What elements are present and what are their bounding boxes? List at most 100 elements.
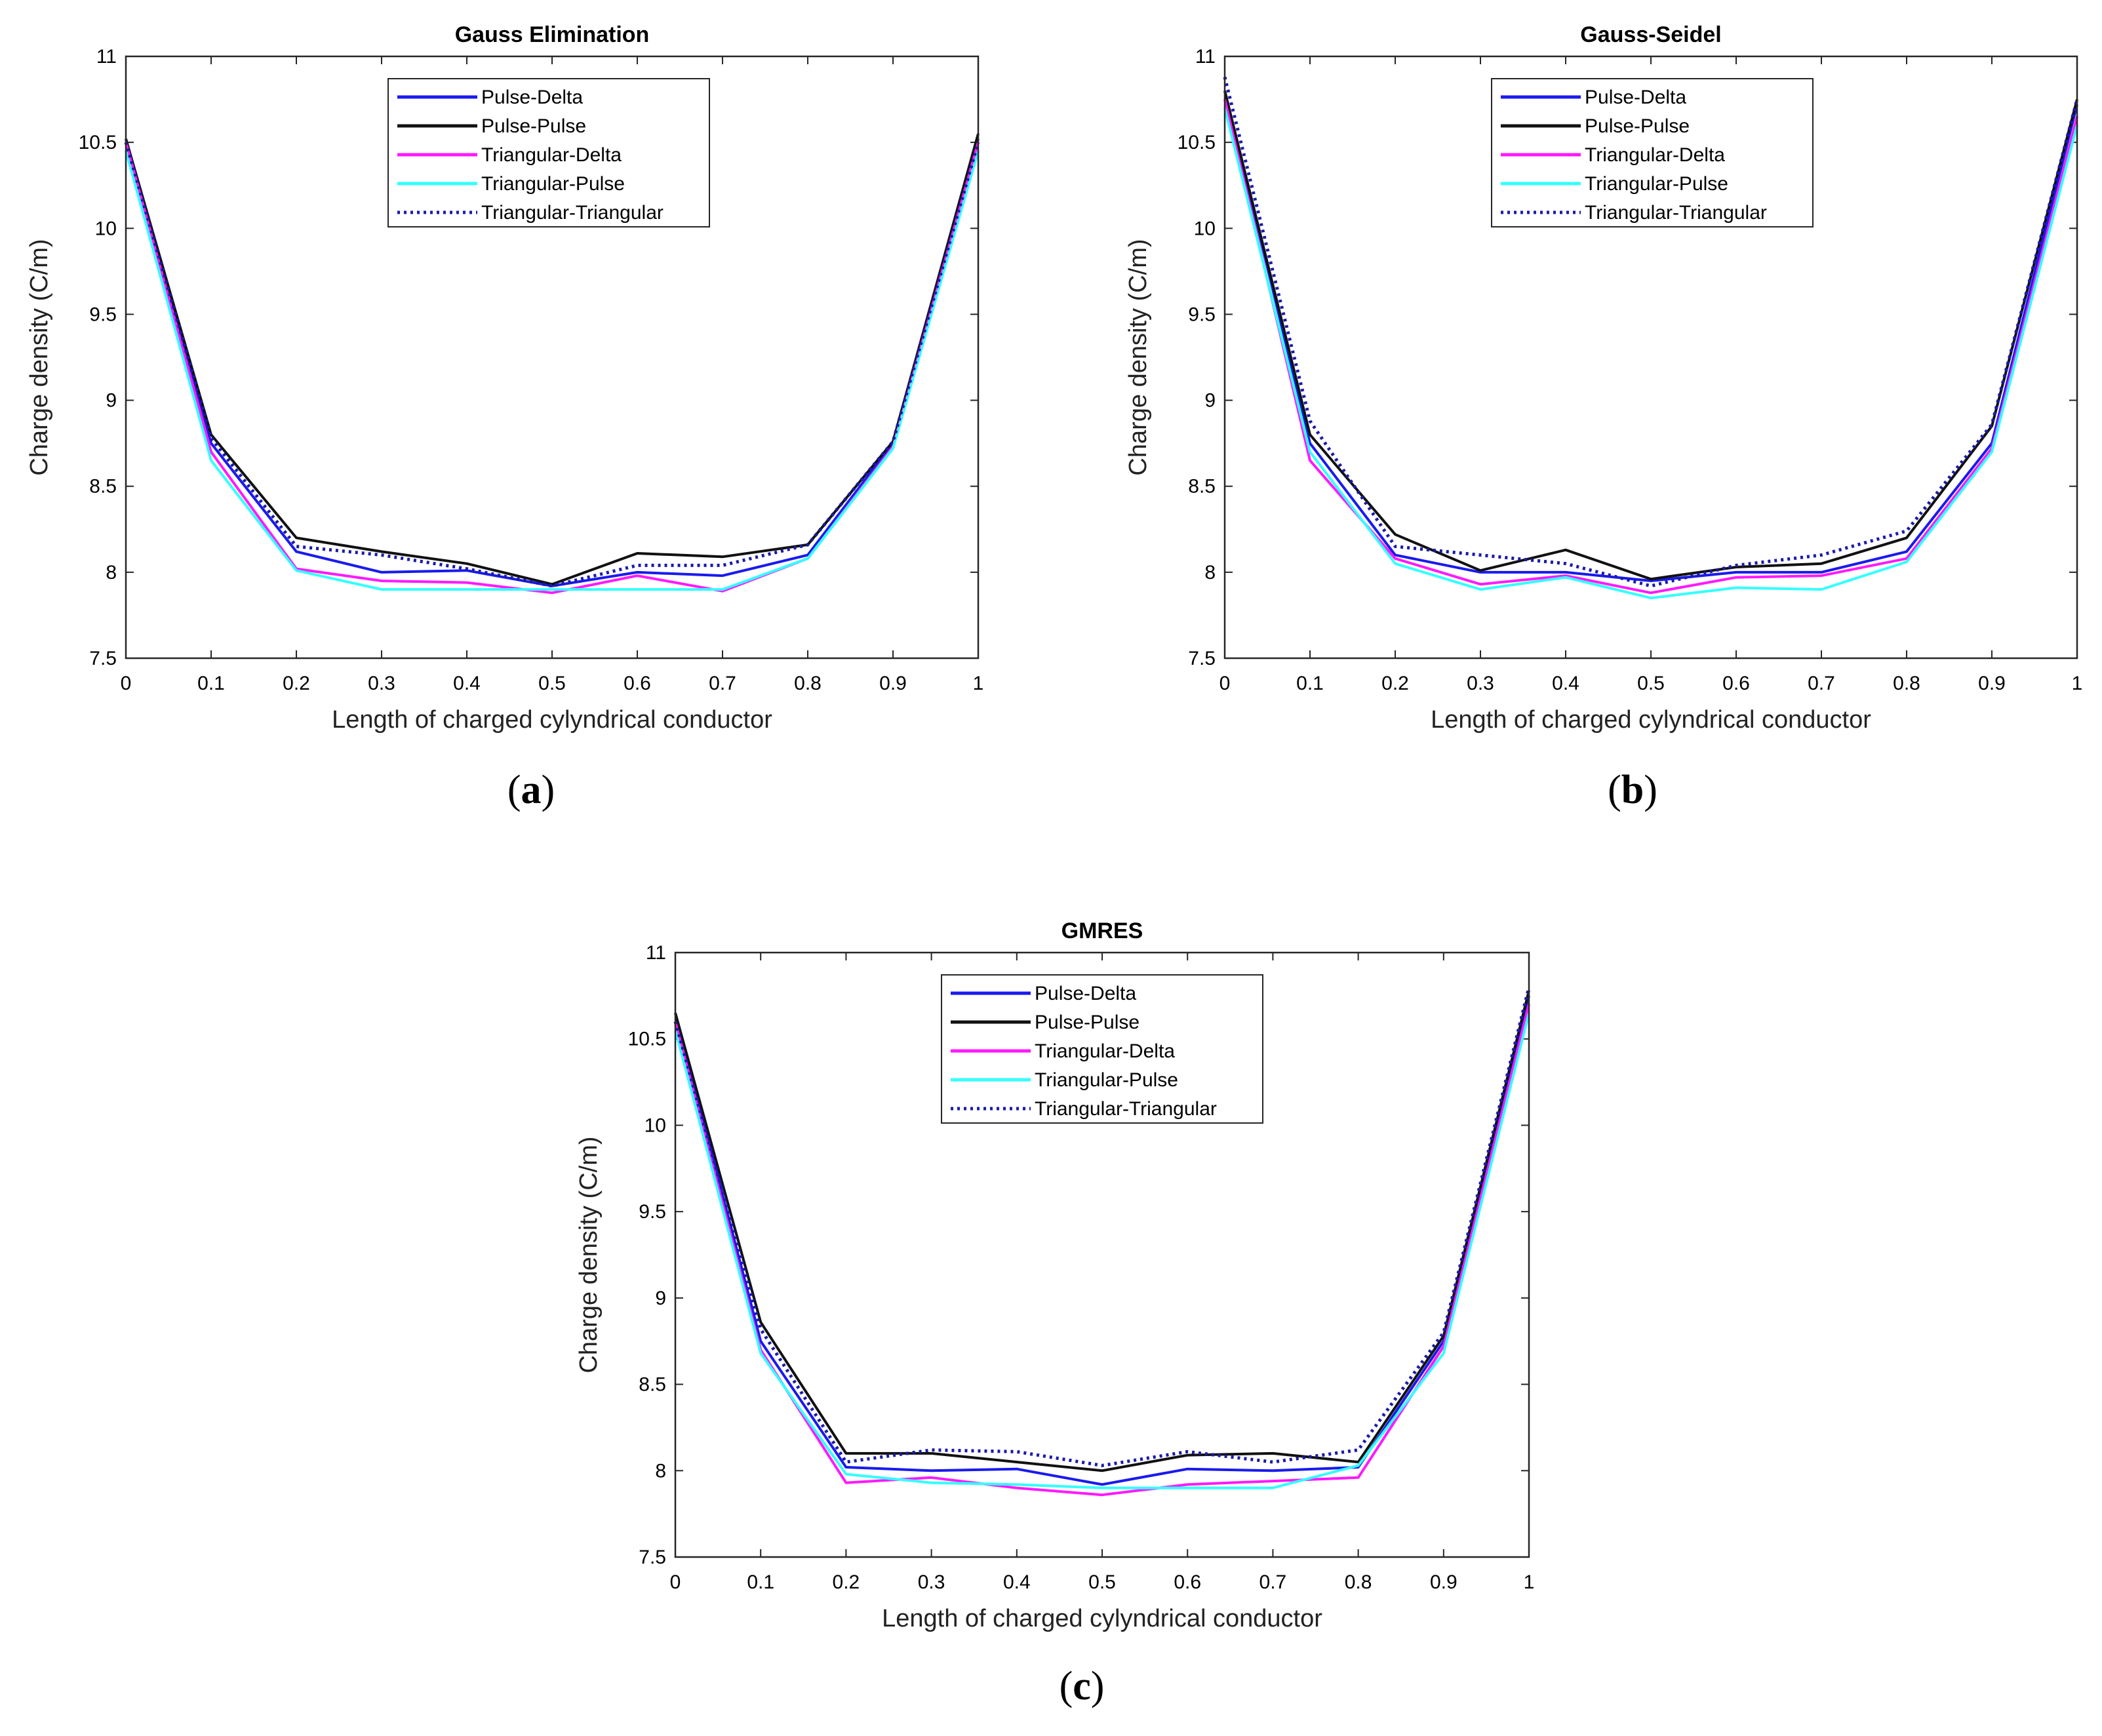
y-tick-label: 11 <box>96 46 117 68</box>
panel-caption: (a) <box>507 768 555 812</box>
series-line-triangular-pulse <box>674 1012 1530 1489</box>
legend-entry: Pulse-Pulse <box>1585 115 1690 137</box>
y-tick-label: 7.5 <box>639 1547 666 1568</box>
x-axis-label: Length of charged cylyndrical conductor <box>332 706 772 734</box>
y-tick-label: 10.5 <box>1178 132 1216 153</box>
legend-entry: Triangular-Pulse <box>1035 1069 1178 1091</box>
y-tick-label: 11 <box>1195 46 1216 68</box>
y-axis-label: Charge density (C/m) <box>26 239 53 475</box>
chart-title: GMRES <box>1061 918 1143 943</box>
panel-caption: (b) <box>1608 768 1657 812</box>
legend: Pulse-Delta Pulse-Pulse Triangular-Delta Tr… <box>387 78 710 227</box>
legend-entry: Triangular-Delta <box>1585 144 1725 166</box>
legend-entry: Triangular-Delta <box>481 144 622 166</box>
x-tick-label: 0.7 <box>1808 673 1835 694</box>
legend-entry: Pulse-Pulse <box>481 115 586 137</box>
legend-entry: Pulse-Delta <box>481 87 583 108</box>
series-line-triangular-triangular <box>673 987 1531 1467</box>
x-tick-label: 0.3 <box>368 673 395 694</box>
series-line-pulse-pulse <box>674 990 1530 1472</box>
y-axis-label: Charge density (C/m) <box>575 1136 603 1373</box>
y-tick-label: 8 <box>655 1460 666 1482</box>
series-line-triangular-pulse <box>1223 108 2078 600</box>
y-tick-label: 11 <box>646 942 666 964</box>
y-axis-label: Charge density (C/m) <box>1124 239 1152 475</box>
y-tick-label: 10 <box>644 1115 666 1136</box>
x-tick-label: 0.3 <box>1467 673 1494 694</box>
y-tick-label: 9.5 <box>89 304 117 325</box>
y-tick-label: 10.5 <box>79 132 117 153</box>
y-tick-label: 8.5 <box>639 1374 666 1396</box>
y-tick-label: 9.5 <box>1188 304 1216 325</box>
x-tick-label: 0.9 <box>1430 1571 1458 1593</box>
y-tick-label: 8.5 <box>89 476 117 498</box>
chart-panel-a: Gauss Elimination 0 0.1 0.2 0.3 0.4 0.5 0.6 0.7 0… <box>26 22 983 734</box>
legend-box <box>1491 78 1814 227</box>
legend: Pulse-Delta Pulse-Pulse Triangular-Delta Tr… <box>941 974 1263 1124</box>
y-tick-label: 8 <box>1204 562 1216 583</box>
legend-entry: Triangular-Pulse <box>1585 173 1728 195</box>
x-tick-label: 1 <box>1524 1571 1535 1593</box>
x-tick-label: 0.8 <box>794 673 822 694</box>
x-tick-label: 0.6 <box>1722 673 1750 694</box>
x-axis-label: Length of charged cylyndrical conductor <box>882 1605 1322 1632</box>
legend-entry: Triangular-Pulse <box>481 173 625 195</box>
legend-box <box>387 78 710 227</box>
series-line-triangular-delta <box>674 1004 1530 1497</box>
legend: Pulse-Delta Pulse-Pulse Triangular-Delta Tr… <box>1491 78 1814 227</box>
x-tick-label: 0 <box>1220 673 1231 694</box>
legend-entry: Triangular-Delta <box>1035 1040 1175 1062</box>
y-tick-label: 8.5 <box>1188 476 1216 498</box>
series-line-pulse-delta <box>674 995 1530 1486</box>
x-tick-label: 0.5 <box>1088 1571 1116 1593</box>
x-tick-label: 0.5 <box>1637 673 1665 694</box>
y-tick-label: 10.5 <box>628 1029 666 1050</box>
series-line-triangular-pulse <box>125 150 980 591</box>
legend-box <box>941 974 1263 1124</box>
y-tick-label: 9.5 <box>639 1201 666 1223</box>
x-tick-label: 0.2 <box>283 673 310 694</box>
axes-frame <box>1223 55 2078 660</box>
x-tick-label: 1 <box>973 673 984 694</box>
x-tick-label: 0.3 <box>918 1571 945 1593</box>
series-line-pulse-delta <box>1223 90 2078 582</box>
panel-caption: (c) <box>1060 1664 1105 1708</box>
x-tick-label: 0.4 <box>453 673 481 694</box>
axes-frame <box>674 951 1530 1558</box>
x-tick-label: 0.8 <box>1345 1571 1372 1593</box>
x-tick-label: 0.7 <box>1259 1571 1287 1593</box>
x-tick-label: 1 <box>2072 673 2083 694</box>
x-tick-label: 0.1 <box>197 673 225 694</box>
x-tick-label: 0.2 <box>1381 673 1409 694</box>
series-line-triangular-triangular <box>124 142 980 588</box>
y-tick-label: 10 <box>1194 218 1216 239</box>
x-tick-label: 0.9 <box>1978 673 2006 694</box>
y-tick-label: 9 <box>1204 390 1216 412</box>
x-tick-label: 0.4 <box>1552 673 1579 694</box>
legend-entry: Pulse-Pulse <box>1035 1012 1140 1033</box>
x-tick-label: 0.1 <box>1296 673 1324 694</box>
x-tick-label: 0 <box>121 673 132 694</box>
y-tick-label: 10 <box>95 218 117 239</box>
y-tick-label: 9 <box>655 1288 666 1309</box>
y-tick-label: 7.5 <box>89 648 117 669</box>
chart-panel-c: GMRES 0 0.1 0.2 0.3 0.4 0.5 0.6 0.7 0.8 0.9 1 7.5 8 8.… <box>575 918 1534 1632</box>
chart-title: Gauss-Seidel <box>1580 22 1721 47</box>
x-tick-label: 0.7 <box>709 673 736 694</box>
axes-frame <box>125 55 980 660</box>
y-tick-label: 9 <box>106 390 117 412</box>
x-tick-label: 0.2 <box>833 1571 860 1593</box>
y-tick-label: 8 <box>106 562 117 583</box>
legend-entry: Triangular-Triangular <box>481 202 664 224</box>
x-tick-label: 0.8 <box>1893 673 1920 694</box>
x-axis-label: Length of charged cylyndrical conductor <box>1431 706 1871 734</box>
legend-entry: Triangular-Triangular <box>1035 1098 1217 1120</box>
legend-entry: Pulse-Delta <box>1035 983 1136 1004</box>
x-tick-label: 0.1 <box>747 1571 774 1593</box>
y-tick-label: 7.5 <box>1188 648 1216 669</box>
chart-title: Gauss Elimination <box>455 22 650 47</box>
x-tick-label: 0 <box>670 1571 681 1593</box>
x-tick-label: 0.9 <box>879 673 907 694</box>
series-line-pulse-delta <box>125 138 980 587</box>
